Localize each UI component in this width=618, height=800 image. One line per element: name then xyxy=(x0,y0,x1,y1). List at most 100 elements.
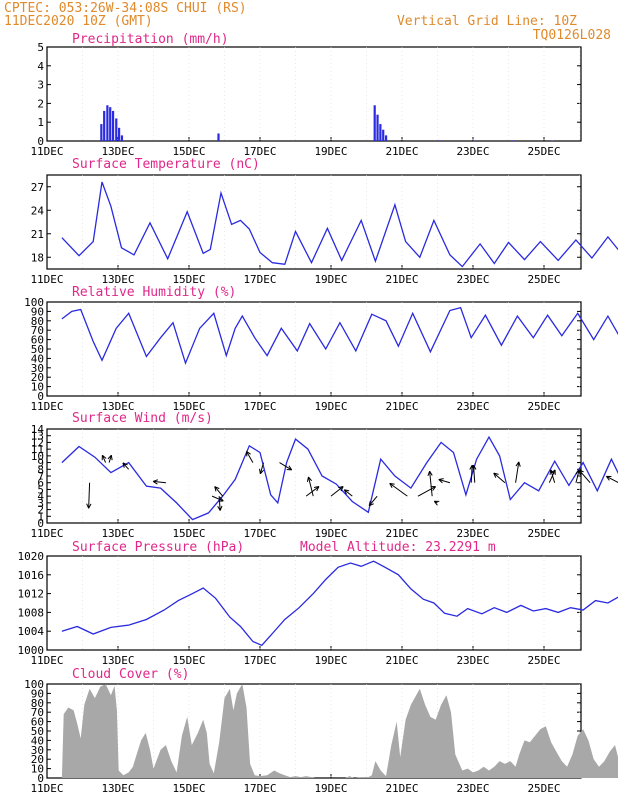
wind-vector-shaft xyxy=(575,469,580,483)
precip-ytick-label: 1 xyxy=(37,116,44,129)
temp-ytick-label: 27 xyxy=(31,181,44,194)
rh-ytick-label: 0 xyxy=(37,390,44,403)
panel-precip: Precipitation (mm/h) 0 1 2 3 4 5 11DEC 13DEC 15DE… xyxy=(30,32,582,158)
temp-title: Surface Temperature (nC) xyxy=(72,157,260,172)
press-ytick-label: 1012 xyxy=(18,588,45,601)
wind-ytick-label: 3 xyxy=(37,497,44,510)
precip-bar xyxy=(437,140,440,141)
rh-ytick-label: 20 xyxy=(31,371,44,384)
cloud-area xyxy=(61,684,618,778)
wind-vector xyxy=(101,454,107,463)
precip-bar xyxy=(217,133,220,141)
header-grid-note: Vertical Grid Line: 10Z xyxy=(397,14,577,29)
wind-vector-shaft xyxy=(606,475,618,483)
wind-vector-head xyxy=(214,486,220,492)
wind-vector-head xyxy=(549,469,555,475)
cloud-ytick-label: 0 xyxy=(37,772,44,785)
precip-bar xyxy=(382,129,385,141)
cloud-ytick-label: 30 xyxy=(31,744,44,757)
wind-vector xyxy=(330,486,344,497)
panel-rh: Relative Humidity (%) 0102030405060708090… xyxy=(24,285,618,413)
temp-ytick-label: 21 xyxy=(31,228,44,241)
cloud-xtick-label: 21DEC xyxy=(385,782,418,795)
wind-vector-shaft xyxy=(368,495,378,507)
wind-vector xyxy=(515,461,521,483)
precip-xtick-label: 15DEC xyxy=(172,145,205,158)
cloud-ytick-label: 10 xyxy=(31,763,44,776)
precip-bar xyxy=(120,135,124,141)
wind-vector-shaft xyxy=(417,486,436,497)
rh-ytick-label: 30 xyxy=(31,362,44,375)
wind-ytick-label: 5 xyxy=(37,483,44,496)
wind-vector-head xyxy=(471,464,477,470)
wind-xtick-label: 19DEC xyxy=(314,527,347,540)
cloud-xtick-label: 19DEC xyxy=(314,782,347,795)
cloud-ytick-label: 90 xyxy=(31,687,44,700)
wind-vector-shaft xyxy=(389,482,408,497)
wind-ytick-label: 0 xyxy=(37,517,44,530)
precip-ytick-label: 2 xyxy=(37,97,44,110)
wind-vector xyxy=(107,454,113,463)
wind-vector-shaft xyxy=(101,455,107,463)
precip-bar xyxy=(118,127,121,141)
press-series-line xyxy=(61,560,618,647)
wind-vector-shaft xyxy=(211,495,224,502)
temp-series-line xyxy=(61,181,618,268)
precip-ytick-label: 4 xyxy=(37,60,44,73)
wind-vector-shaft xyxy=(550,469,556,483)
model-altitude-label: Model Altitude: 23.2291 m xyxy=(300,540,496,555)
rh-xtick-label: 21DEC xyxy=(385,400,418,413)
wind-xtick-label: 15DEC xyxy=(172,527,205,540)
press-ytick-label: 1016 xyxy=(18,569,45,582)
wind-vector xyxy=(438,478,451,484)
wind-vector xyxy=(427,470,433,497)
wind-vector-head xyxy=(122,462,128,468)
rh-ytick-label: 100 xyxy=(24,296,44,309)
temp-xtick-label: 15DEC xyxy=(172,273,205,286)
rh-xtick-label: 15DEC xyxy=(172,400,205,413)
press-xtick-label: 11DEC xyxy=(30,654,63,667)
panel-temp: Surface Temperature (nC) 18 21 24 27 11DEC 13D… xyxy=(30,157,618,286)
wind-vector xyxy=(279,462,293,471)
precip-xtick-label: 13DEC xyxy=(101,145,134,158)
precip-bar xyxy=(551,140,554,141)
precip-xtick-label: 11DEC xyxy=(30,145,63,158)
temp-xtick-label: 11DEC xyxy=(30,273,63,286)
wind-vector-shaft xyxy=(472,465,476,483)
wind-vector-head xyxy=(515,461,521,467)
precip-bar xyxy=(384,135,388,141)
press-frame xyxy=(46,555,582,651)
temp-xtick-label: 19DEC xyxy=(314,273,347,286)
wind-ytick-label: 11 xyxy=(31,443,44,456)
wind-vector-head xyxy=(368,500,374,507)
wind-vector xyxy=(605,475,618,483)
cloud-xtick-label: 25DEC xyxy=(527,782,560,795)
cloud-xtick-label: 17DEC xyxy=(243,782,276,795)
wind-vector-shaft xyxy=(218,496,221,511)
wind-ytick-label: 13 xyxy=(31,430,44,443)
wind-ytick-label: 6 xyxy=(37,477,44,490)
cloud-ytick-label: 100 xyxy=(24,678,44,691)
wind-vector-shaft xyxy=(548,469,556,483)
cloud-title: Cloud Cover (%) xyxy=(72,667,189,682)
header: CPTEC: 053:26W-34:08S CHUI (RS) 11DEC202… xyxy=(4,1,611,43)
wind-vector-head xyxy=(343,489,350,495)
wind-xtick-label: 21DEC xyxy=(385,527,418,540)
wind-ytick-label: 14 xyxy=(31,423,45,436)
wind-vector xyxy=(433,500,440,506)
wind-vector-shaft xyxy=(438,479,451,484)
wind-vector-head xyxy=(107,454,113,461)
wind-vector-shaft xyxy=(493,472,506,484)
precip-bar xyxy=(100,124,103,141)
wind-vector-head xyxy=(217,505,223,511)
temp-xtick-label: 23DEC xyxy=(456,273,489,286)
wind-xtick-label: 11DEC xyxy=(30,527,63,540)
wind-vector-shaft xyxy=(330,486,344,497)
wind-vector-shaft xyxy=(429,471,433,497)
precip-bar xyxy=(103,110,106,141)
rh-series-line xyxy=(61,306,618,366)
precip-bar xyxy=(109,107,112,141)
wind-vector xyxy=(86,482,92,509)
wind-vector xyxy=(217,496,223,511)
